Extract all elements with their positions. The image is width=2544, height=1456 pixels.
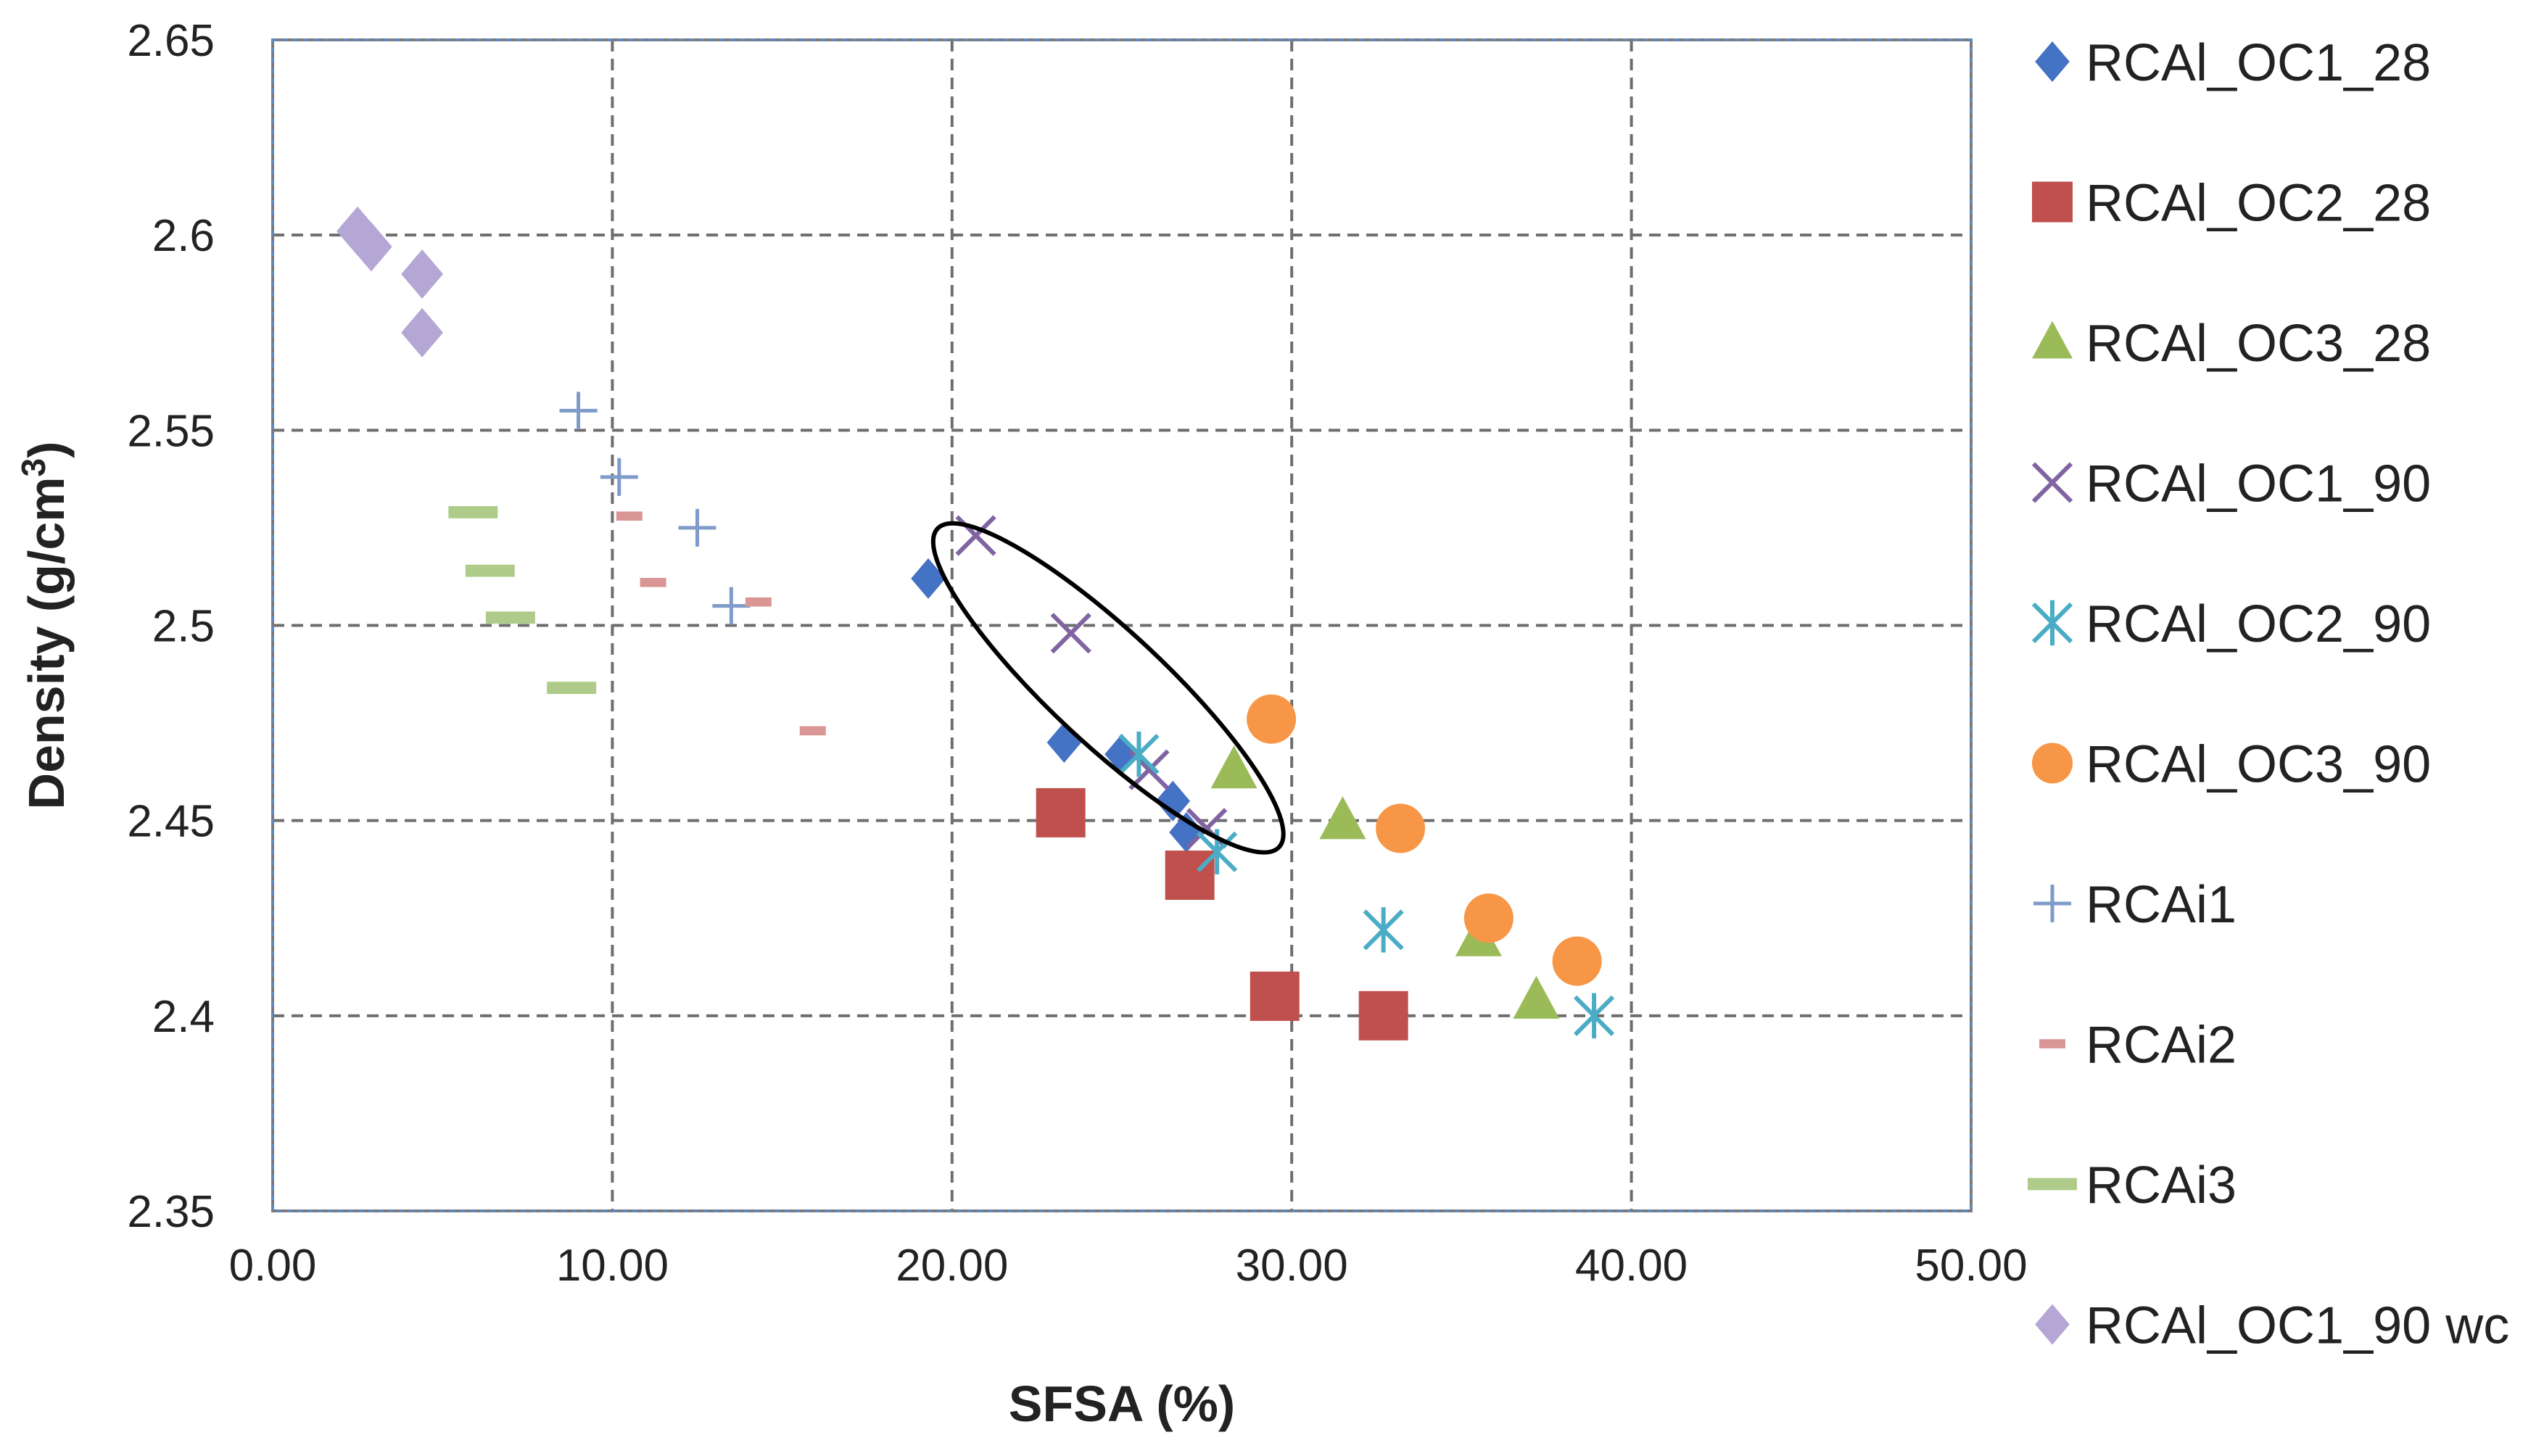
chart-area-border <box>271 38 1973 1212</box>
marker-triangle <box>2032 320 2073 359</box>
axis-ticks: 0.00 10.00 20.00 30.00 40.00 50.00 2.35 2.4 2.45… <box>127 16 2027 1291</box>
marker-asterisk <box>2031 600 2073 646</box>
marker-x <box>1050 613 1091 654</box>
marker-diamond <box>911 558 946 599</box>
legend-item: RCAl_OC2_90 <box>2031 595 2431 653</box>
marker-square <box>2032 181 2073 223</box>
legend-label: RCAl_OC1_28 <box>2086 34 2431 92</box>
y-axis-title-main: Density (g/cm <box>18 476 75 809</box>
series-rcai3 <box>448 505 597 695</box>
y-tick-label: 2.4 <box>152 992 215 1042</box>
gridlines <box>273 40 1971 1211</box>
legend-label: RCAi1 <box>2086 876 2237 934</box>
legend-item: RCAi3 <box>2028 1157 2237 1215</box>
legend-item: RCAi2 <box>2039 1017 2237 1075</box>
legend-label: RCAl_OC1_90 wc <box>2086 1297 2509 1355</box>
marker-square <box>1358 990 1408 1041</box>
marker-dash <box>745 597 772 607</box>
marker-plus <box>712 587 751 625</box>
legend-label: RCAl_OC3_90 <box>2086 736 2431 794</box>
marker-dash <box>2039 1039 2065 1048</box>
data-points <box>336 206 1615 1041</box>
marker-asterisk <box>1573 993 1615 1039</box>
annotations <box>930 521 1286 855</box>
x-tick-label: 0.00 <box>229 1241 317 1291</box>
marker-dash <box>799 726 826 736</box>
marker-circle <box>1247 694 1297 744</box>
x-tick-label: 40.00 <box>1575 1241 1688 1291</box>
x-tick-label: 30.00 <box>1236 1241 1348 1291</box>
x-tick-label: 20.00 <box>896 1241 1008 1291</box>
marker-circle <box>2032 743 2073 784</box>
marker-plus <box>559 392 598 430</box>
y-tick-label: 2.65 <box>127 16 215 66</box>
marker-diamond <box>350 222 392 272</box>
marker-plus <box>2033 885 2071 922</box>
y-tick-label: 2.6 <box>152 211 215 261</box>
marker-circle <box>1552 936 1602 986</box>
y-axis-title-superscript: 3 <box>15 458 52 477</box>
y-tick-label: 2.5 <box>152 602 215 652</box>
marker-diamond <box>1155 780 1191 822</box>
series-rcai2 <box>616 511 826 736</box>
marker-diamond <box>401 307 443 357</box>
marker-dash-long <box>547 682 597 695</box>
legend-item: RCAl_OC1_28 <box>2035 34 2431 92</box>
legend-label: RCAi3 <box>2086 1157 2237 1215</box>
legend: RCAl_OC1_28 RCAl_OC2_28 RCAl_OC3_28 RCAl_OC… <box>2028 34 2509 1355</box>
marker-plus <box>600 458 638 496</box>
marker-x <box>2031 462 2073 503</box>
marker-triangle <box>1513 975 1560 1019</box>
series-rcal-oc3-90 <box>1247 694 1602 986</box>
y-tick-label: 2.55 <box>127 406 215 456</box>
annotation-ellipse <box>930 521 1286 855</box>
legend-label: RCAl_OC1_90 <box>2086 455 2431 513</box>
legend-item: RCAl_OC3_28 <box>2032 315 2431 373</box>
legend-item: RCAl_OC3_90 <box>2032 736 2431 794</box>
legend-item: RCAi1 <box>2033 876 2237 934</box>
marker-diamond <box>2035 41 2070 82</box>
legend-item: RCAl_OC2_28 <box>2032 175 2431 233</box>
x-tick-label: 10.00 <box>556 1241 669 1291</box>
y-axis-title: Density (g/cm3) <box>15 442 75 810</box>
legend-item: RCAl_OC1_90 <box>2031 455 2431 513</box>
marker-asterisk <box>1118 731 1160 777</box>
legend-item: RCAl_OC1_90 wc <box>2035 1297 2509 1355</box>
marker-square <box>1036 787 1086 837</box>
marker-dash-long <box>448 505 498 518</box>
marker-dash <box>616 511 643 521</box>
marker-square <box>1250 971 1300 1021</box>
marker-asterisk <box>1363 907 1404 953</box>
marker-plus <box>678 508 716 547</box>
y-axis-title-end: ) <box>18 442 75 458</box>
series-rcal-oc1-90 <box>955 515 1228 849</box>
legend-label: RCAi2 <box>2086 1017 2237 1075</box>
marker-dash <box>640 577 666 587</box>
x-axis-title: SFSA (%) <box>1009 1376 1235 1432</box>
legend-label: RCAl_OC2_28 <box>2086 175 2431 233</box>
marker-dash-long <box>2028 1178 2077 1191</box>
marker-dash-long <box>485 611 535 624</box>
marker-triangle <box>1319 796 1366 840</box>
legend-label: RCAl_OC3_28 <box>2086 315 2431 373</box>
x-tick-label: 50.00 <box>1915 1241 2027 1291</box>
marker-dash-long <box>465 564 515 577</box>
y-tick-label: 2.35 <box>127 1187 215 1237</box>
marker-diamond <box>2035 1304 2070 1345</box>
marker-diamond <box>401 249 443 299</box>
y-tick-label: 2.45 <box>127 797 215 847</box>
marker-circle <box>1463 893 1513 943</box>
marker-triangle <box>1210 745 1257 789</box>
marker-square <box>1165 851 1215 901</box>
series-rcal-oc1-90-wc <box>336 206 443 357</box>
series-rcai1 <box>559 392 751 625</box>
series-rcal-oc2-28 <box>1036 787 1408 1041</box>
legend-label: RCAl_OC2_90 <box>2086 595 2431 653</box>
marker-circle <box>1376 803 1426 853</box>
